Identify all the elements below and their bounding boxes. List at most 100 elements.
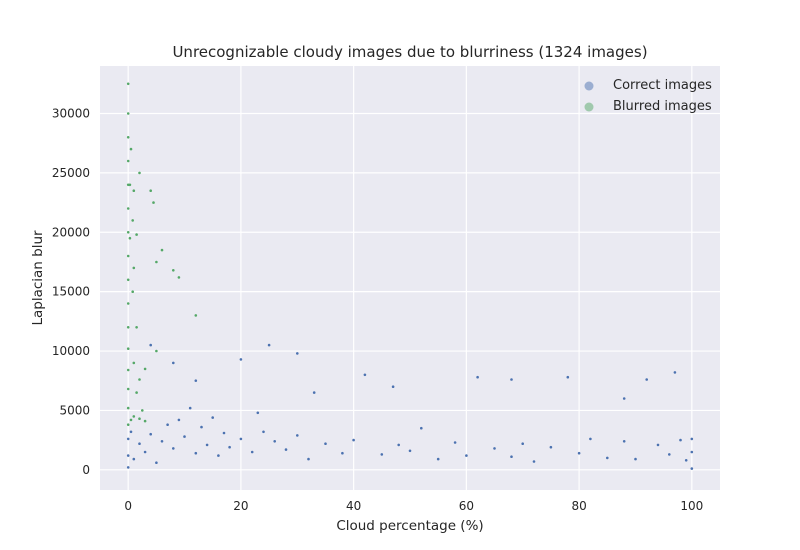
data-point xyxy=(532,460,536,463)
data-point xyxy=(126,302,130,305)
data-point xyxy=(155,461,158,465)
data-point xyxy=(420,426,423,430)
x-tick-label: 80 xyxy=(571,499,586,513)
y-tick-label: 15000 xyxy=(52,285,90,299)
data-point xyxy=(126,368,130,372)
data-point xyxy=(129,430,133,434)
data-point xyxy=(549,445,553,449)
data-point xyxy=(126,278,130,282)
data-point xyxy=(194,379,198,383)
data-point xyxy=(135,233,138,236)
data-point xyxy=(476,375,479,379)
legend-label-correct: Correct images xyxy=(613,78,712,93)
y-tick-label: 0 xyxy=(82,463,90,477)
data-point xyxy=(656,443,660,447)
data-point xyxy=(200,425,203,429)
data-point xyxy=(135,391,138,394)
data-point xyxy=(634,457,637,461)
data-point xyxy=(363,373,367,377)
data-point xyxy=(138,442,141,446)
data-point xyxy=(152,201,155,204)
data-point xyxy=(149,432,152,436)
data-point xyxy=(256,411,260,415)
data-point xyxy=(131,219,134,222)
data-point xyxy=(132,361,136,365)
data-point xyxy=(126,466,130,469)
data-point xyxy=(128,236,132,240)
data-point xyxy=(465,454,468,457)
data-point xyxy=(160,440,164,443)
data-point xyxy=(239,358,243,361)
data-point xyxy=(141,409,144,412)
data-point xyxy=(684,459,688,462)
data-point xyxy=(436,457,440,461)
data-point xyxy=(566,375,570,379)
legend-marker-blurred xyxy=(584,102,594,112)
legend-marker-correct xyxy=(584,81,594,91)
data-point xyxy=(690,450,694,454)
data-point xyxy=(510,455,513,459)
plot-area xyxy=(100,66,720,490)
data-point xyxy=(391,385,395,389)
data-point xyxy=(397,443,401,447)
series-correct-images xyxy=(126,343,694,470)
data-point xyxy=(126,387,130,391)
data-point xyxy=(493,447,496,450)
data-point xyxy=(172,447,175,450)
y-tick-label: 20000 xyxy=(52,225,90,239)
data-point xyxy=(132,415,136,418)
series-blurred-images xyxy=(126,82,198,427)
data-point xyxy=(126,159,130,163)
data-point xyxy=(155,260,158,264)
data-point xyxy=(129,147,133,151)
data-point xyxy=(128,183,132,187)
data-point xyxy=(296,434,299,437)
y-tick-label: 30000 xyxy=(52,107,90,121)
grid xyxy=(100,66,720,490)
data-point xyxy=(126,406,130,410)
data-point xyxy=(143,419,147,423)
data-point xyxy=(166,423,169,427)
data-point xyxy=(129,418,133,422)
x-tick-label: 40 xyxy=(346,499,361,513)
data-point xyxy=(673,371,677,374)
data-point xyxy=(262,430,265,434)
data-point xyxy=(138,417,141,421)
data-point xyxy=(211,416,214,419)
data-point xyxy=(126,437,130,441)
data-point xyxy=(126,454,130,457)
data-points xyxy=(126,82,694,470)
data-point xyxy=(132,457,136,461)
data-point xyxy=(273,440,277,443)
data-point xyxy=(132,189,136,192)
y-axis-title: Laplacian blur xyxy=(30,230,46,326)
x-tick-label: 20 xyxy=(233,499,248,513)
data-point xyxy=(222,431,226,435)
data-point xyxy=(126,423,130,427)
data-point xyxy=(250,450,254,454)
data-point xyxy=(149,343,152,347)
data-point xyxy=(324,442,327,446)
data-point xyxy=(126,82,130,86)
tick-labels: 0 20 40 60 80 100 0 5000 10000 15000 20000 25000 300… xyxy=(52,107,703,513)
data-point xyxy=(228,445,231,449)
legend: Correct images Blurred images xyxy=(584,78,712,114)
legend-label-blurred: Blurred images xyxy=(613,99,712,114)
data-point xyxy=(188,406,192,410)
y-tick-label: 10000 xyxy=(52,344,90,358)
data-point xyxy=(239,437,243,441)
data-point xyxy=(521,442,524,446)
x-tick-label: 60 xyxy=(459,499,474,513)
data-point xyxy=(690,467,694,470)
data-point xyxy=(138,171,141,175)
data-point xyxy=(510,378,513,381)
data-point xyxy=(589,437,592,441)
data-point xyxy=(622,440,626,443)
data-point xyxy=(205,443,209,447)
data-point xyxy=(160,248,164,252)
data-point xyxy=(217,454,220,457)
data-point xyxy=(143,367,147,371)
data-point xyxy=(177,418,181,422)
data-point xyxy=(690,437,694,441)
data-point xyxy=(135,326,138,329)
